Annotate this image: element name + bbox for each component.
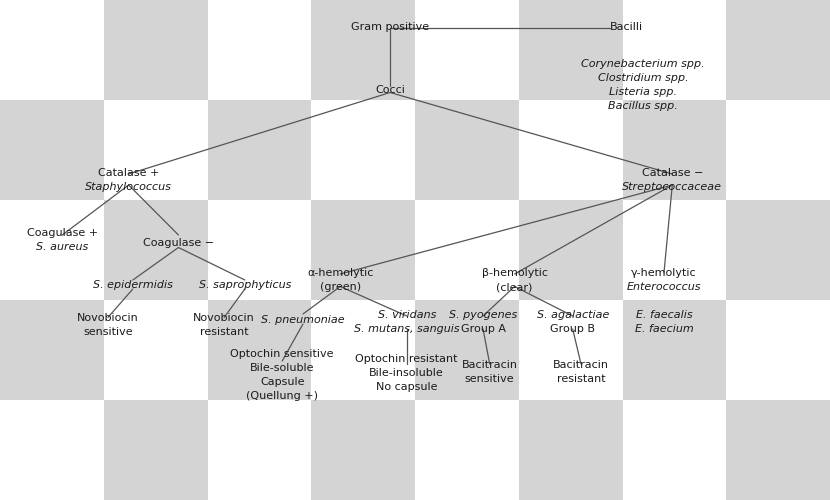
Bar — [519, 100, 622, 200]
Text: Optochin resistant: Optochin resistant — [355, 354, 458, 364]
Bar — [622, 0, 726, 100]
Bar — [104, 300, 208, 400]
Text: E. faecium: E. faecium — [635, 324, 693, 334]
Text: Bile-insoluble: Bile-insoluble — [369, 368, 444, 378]
Text: Staphylococcus: Staphylococcus — [85, 182, 172, 192]
Text: S. saprophyticus: S. saprophyticus — [198, 280, 291, 290]
Bar — [415, 400, 519, 500]
Bar — [726, 0, 830, 100]
Text: α-hemolytic: α-hemolytic — [307, 268, 374, 278]
Text: Corynebacterium spp.: Corynebacterium spp. — [582, 59, 705, 69]
Bar — [0, 0, 104, 100]
Bar — [311, 400, 415, 500]
Bar — [208, 300, 311, 400]
Bar — [519, 300, 622, 400]
Bar — [0, 400, 104, 500]
Text: Enterococcus: Enterococcus — [627, 282, 701, 292]
Text: (clear): (clear) — [496, 282, 533, 292]
Text: Bile-soluble: Bile-soluble — [250, 363, 315, 373]
Text: Capsule: Capsule — [260, 377, 305, 387]
Text: sensitive: sensitive — [465, 374, 515, 384]
Bar — [0, 300, 104, 400]
Text: Group B: Group B — [550, 324, 595, 334]
Bar — [726, 400, 830, 500]
Text: S. pyogenes: S. pyogenes — [449, 310, 517, 320]
Text: resistant: resistant — [200, 327, 248, 337]
Bar — [415, 0, 519, 100]
Text: Streptococcaceae: Streptococcaceae — [622, 182, 722, 192]
Text: S. pneumoniae: S. pneumoniae — [261, 315, 344, 325]
Bar — [415, 300, 519, 400]
Text: S. viridans: S. viridans — [378, 310, 436, 320]
Text: Gram positive: Gram positive — [351, 22, 429, 32]
Text: Coagulase +: Coagulase + — [27, 228, 98, 238]
Bar — [104, 0, 208, 100]
Bar — [311, 100, 415, 200]
Text: S. epidermidis: S. epidermidis — [93, 280, 173, 290]
Bar — [104, 200, 208, 300]
Bar — [726, 300, 830, 400]
Bar — [622, 200, 726, 300]
Bar — [208, 100, 311, 200]
Bar — [519, 200, 622, 300]
Text: Cocci: Cocci — [375, 85, 405, 95]
Bar — [208, 0, 311, 100]
Text: Clostridium spp.: Clostridium spp. — [598, 73, 689, 83]
Bar — [208, 400, 311, 500]
Text: γ-hemolytic: γ-hemolytic — [631, 268, 697, 278]
Bar — [622, 300, 726, 400]
Text: Bacillus spp.: Bacillus spp. — [608, 101, 678, 111]
Text: (Quellung +): (Quellung +) — [247, 391, 318, 401]
Bar — [622, 100, 726, 200]
Text: Coagulase −: Coagulase − — [143, 238, 214, 248]
Bar — [0, 200, 104, 300]
Text: S. mutans, sanguis: S. mutans, sanguis — [354, 324, 460, 334]
Text: β-hemolytic: β-hemolytic — [481, 268, 548, 278]
Text: No capsule: No capsule — [376, 382, 437, 392]
Bar — [519, 400, 622, 500]
Bar — [208, 200, 311, 300]
Bar — [104, 400, 208, 500]
Bar — [311, 0, 415, 100]
Text: Catalase −: Catalase − — [642, 168, 703, 178]
Text: Novobiocin: Novobiocin — [193, 313, 255, 323]
Bar — [0, 100, 104, 200]
Text: Bacilli: Bacilli — [610, 22, 643, 32]
Bar — [311, 300, 415, 400]
Bar — [311, 200, 415, 300]
Bar — [622, 400, 726, 500]
Text: E. faecalis: E. faecalis — [636, 310, 692, 320]
Bar — [415, 200, 519, 300]
Text: Bacitracin: Bacitracin — [553, 360, 609, 370]
Text: Optochin sensitive: Optochin sensitive — [231, 349, 334, 359]
Text: Novobiocin: Novobiocin — [77, 313, 139, 323]
Text: Catalase +: Catalase + — [98, 168, 159, 178]
Text: Listeria spp.: Listeria spp. — [609, 87, 677, 97]
Bar — [726, 200, 830, 300]
Bar — [415, 100, 519, 200]
Bar — [519, 0, 622, 100]
Text: Bacitracin: Bacitracin — [461, 360, 518, 370]
Text: Group A: Group A — [461, 324, 505, 334]
Bar — [726, 100, 830, 200]
Text: S. aureus: S. aureus — [37, 242, 88, 252]
Text: S. agalactiae: S. agalactiae — [536, 310, 609, 320]
Bar — [104, 100, 208, 200]
Text: (green): (green) — [320, 282, 361, 292]
Text: sensitive: sensitive — [83, 327, 133, 337]
Text: resistant: resistant — [557, 374, 605, 384]
